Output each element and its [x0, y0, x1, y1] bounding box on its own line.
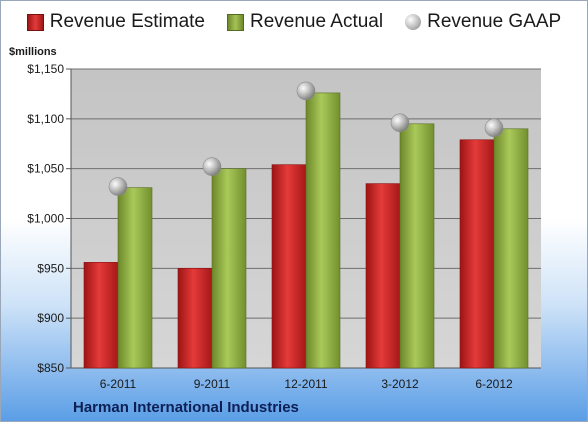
bar-revenue-estimate [459, 139, 495, 369]
bar-revenue-actual [305, 92, 341, 369]
x-tick-label: 9-2011 [194, 377, 231, 391]
legend: Revenue Estimate Revenue Actual Revenue … [1, 11, 587, 33]
legend-swatch-estimate [26, 13, 44, 31]
y-tick-label: $900 [37, 311, 64, 325]
units-label: $millions [9, 46, 57, 58]
bar-revenue-actual [211, 168, 247, 369]
legend-item-gaap: Revenue GAAP [405, 11, 561, 33]
y-tick-label: $1,000 [27, 212, 64, 226]
company-name: Harman International Industries [73, 399, 299, 416]
legend-label-estimate: Revenue Estimate [49, 11, 205, 32]
bar-revenue-actual [117, 187, 153, 369]
legend-item-actual: Revenue Actual [227, 11, 383, 33]
marker-revenue-gaap [202, 157, 222, 176]
y-tick-label: $1,150 [27, 62, 64, 76]
legend-swatch-actual [227, 13, 244, 31]
x-tick-label: 12-2011 [284, 377, 327, 391]
y-tick-label: $1,050 [27, 162, 64, 176]
bar-revenue-estimate [177, 268, 213, 369]
bar-revenue-actual [399, 123, 435, 369]
x-tick-label: 6-2011 [100, 377, 137, 391]
marker-revenue-gaap [108, 177, 128, 196]
legend-label-actual: Revenue Actual [250, 11, 384, 32]
x-tick-label: 3-2012 [381, 377, 419, 391]
marker-revenue-gaap [484, 118, 504, 138]
y-tick-label: $1,100 [27, 112, 64, 126]
y-tick-label: $850 [37, 361, 64, 375]
marker-revenue-gaap [390, 113, 410, 133]
bar-revenue-estimate [271, 164, 307, 369]
y-tick-label: $950 [37, 261, 64, 275]
marker-revenue-gaap [296, 81, 316, 101]
bar-revenue-estimate [83, 262, 119, 369]
x-tick-label: 6-2012 [475, 377, 513, 391]
legend-swatch-gaap [405, 14, 422, 30]
bar-revenue-actual [493, 128, 529, 369]
legend-label-gaap: Revenue GAAP [427, 11, 562, 32]
legend-item-estimate: Revenue Estimate [26, 11, 205, 33]
bar-revenue-estimate [365, 183, 401, 369]
